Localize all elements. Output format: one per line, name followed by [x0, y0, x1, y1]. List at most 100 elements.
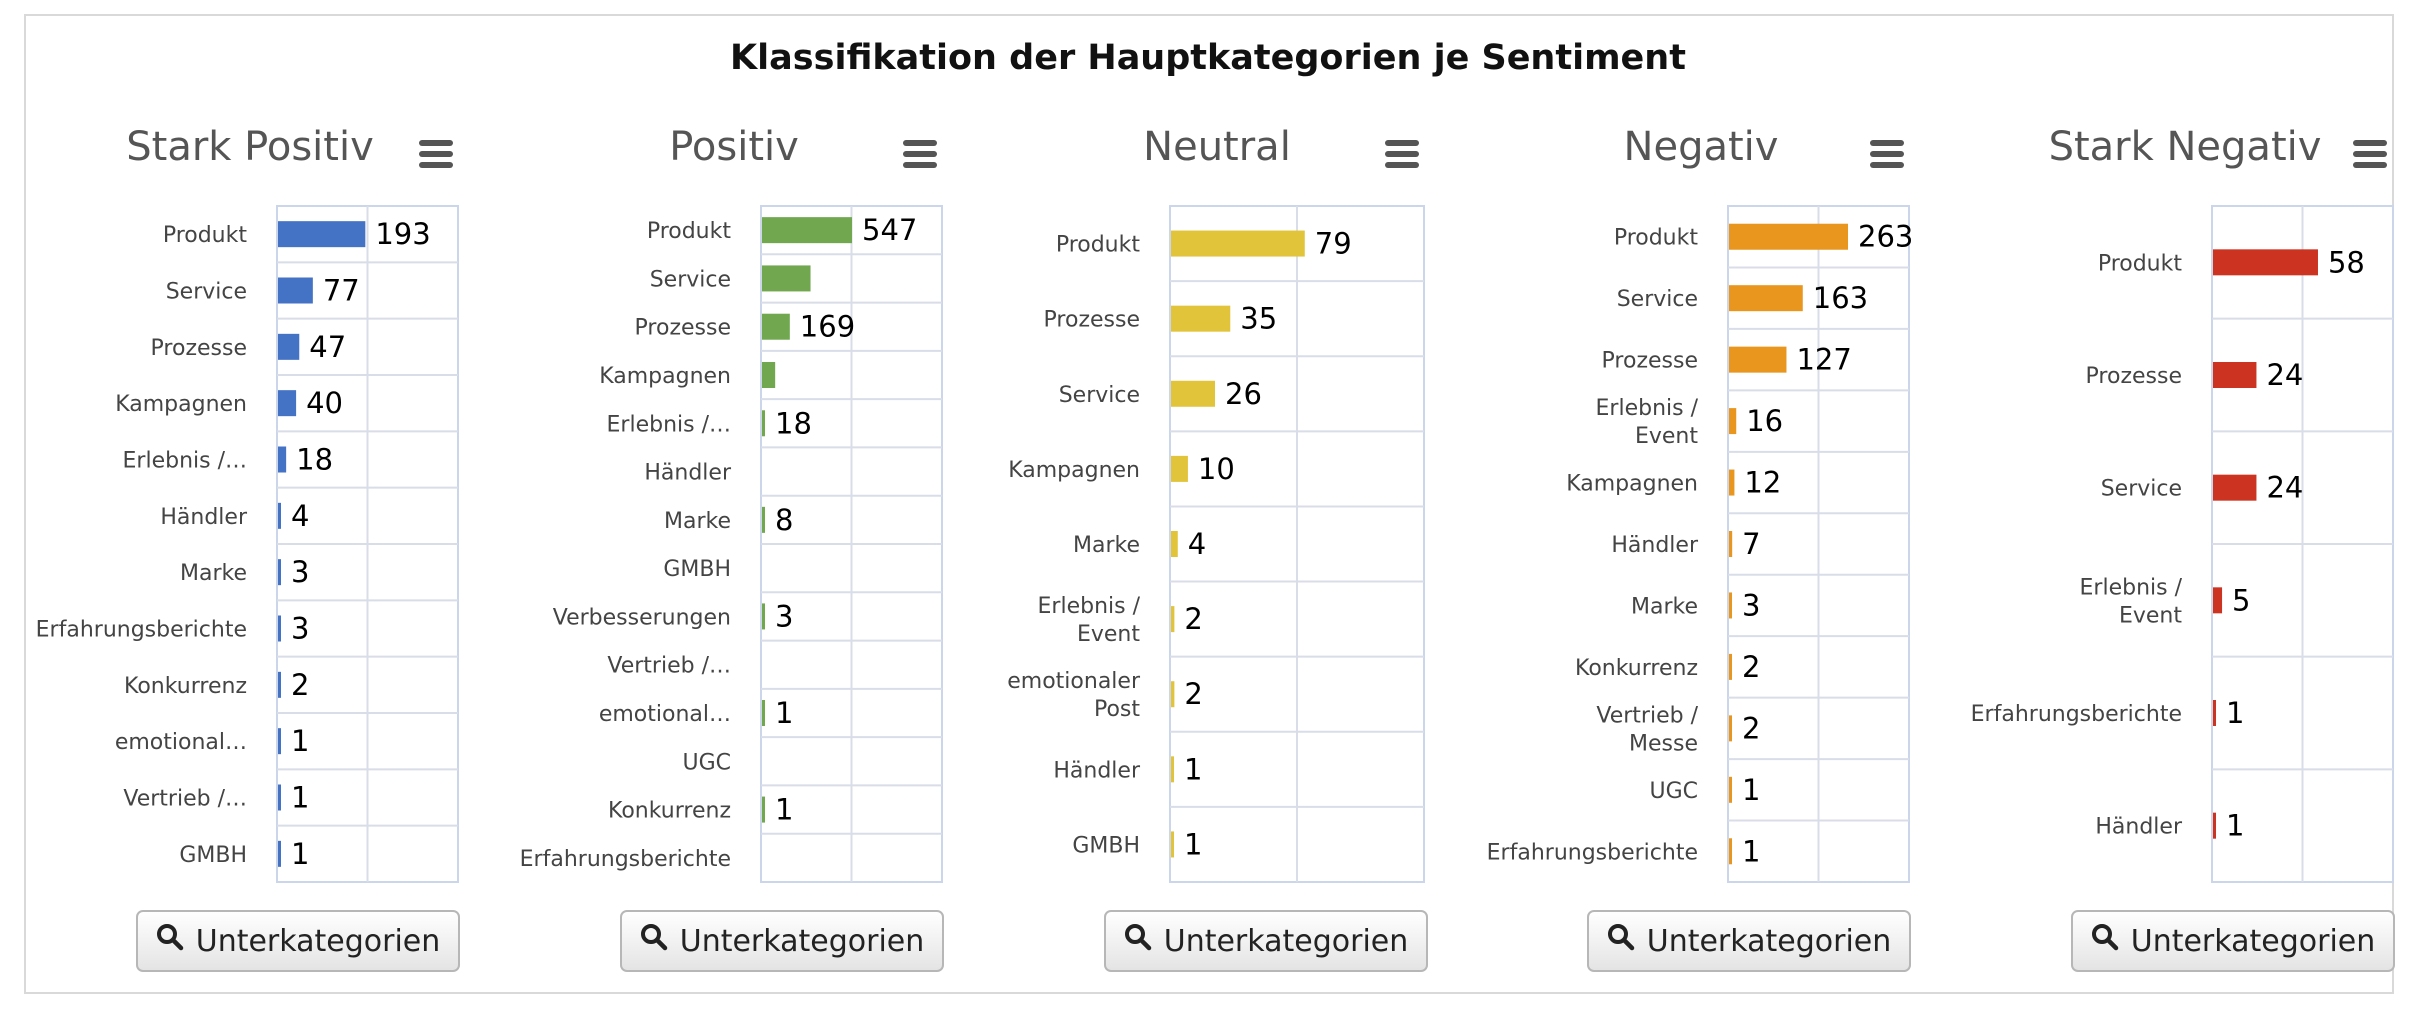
category-label: Erfahrungsberichte — [520, 847, 731, 872]
data-label: 18 — [775, 406, 812, 440]
bar[interactable] — [1729, 408, 1737, 435]
data-label: 163 — [1813, 281, 1868, 315]
bar[interactable] — [762, 313, 790, 340]
unterkategorien-button[interactable]: Unterkategorien — [1104, 910, 1428, 972]
menu-line — [1870, 151, 1904, 157]
bar[interactable] — [278, 277, 313, 304]
button-label: Unterkategorien — [195, 923, 441, 959]
bar[interactable] — [2213, 700, 2216, 726]
panel-title: Stark Negativ — [2049, 124, 2322, 170]
chart-panel-3: Neutral Produkt 79 Prozesse 35 Service 26 Kampa… — [1007, 124, 1425, 883]
category-label: Händler — [2095, 815, 2183, 840]
bar[interactable] — [1171, 756, 1174, 783]
hamburger-menu-icon[interactable] — [1385, 140, 1419, 168]
bar[interactable] — [1729, 469, 1735, 496]
bar[interactable] — [1729, 653, 1732, 680]
bar[interactable] — [1729, 592, 1732, 619]
panel-title: Negativ — [1624, 124, 1779, 170]
bar[interactable] — [1171, 606, 1175, 633]
bar[interactable] — [1171, 230, 1305, 257]
bar[interactable] — [278, 333, 300, 360]
bar[interactable] — [1171, 305, 1231, 332]
category-label: Konkurrenz — [608, 799, 731, 824]
category-label: Erlebnis / Event — [1596, 396, 1699, 449]
chart-container — [24, 14, 2394, 994]
chart-panel-1: Stark Positiv Produkt 193 Service 77 Prozesse… — [36, 124, 459, 883]
bar[interactable] — [1729, 346, 1787, 373]
data-label: 5 — [2232, 583, 2250, 617]
bar[interactable] — [2213, 249, 2318, 276]
data-label: 1 — [1742, 834, 1760, 868]
data-label: 24 — [2266, 471, 2303, 505]
data-label: 16 — [1746, 404, 1783, 438]
bar[interactable] — [1729, 531, 1733, 557]
bar[interactable] — [2213, 587, 2223, 614]
bar[interactable] — [762, 700, 765, 726]
bar[interactable] — [762, 217, 853, 244]
bar[interactable] — [278, 502, 281, 529]
category-label: Erlebnis /… — [607, 412, 731, 437]
bar[interactable] — [278, 221, 366, 248]
bar[interactable] — [278, 840, 281, 867]
button-label: Unterkategorien — [679, 923, 925, 959]
bar[interactable] — [1729, 776, 1732, 803]
data-label: 2 — [1184, 602, 1202, 636]
bar[interactable] — [278, 390, 297, 417]
data-label: 1 — [775, 696, 793, 730]
unterkategorien-button[interactable]: Unterkategorien — [136, 910, 460, 972]
hamburger-menu-icon[interactable] — [1870, 140, 1904, 168]
hamburger-menu-icon[interactable] — [419, 140, 453, 168]
data-label: 127 — [1796, 343, 1851, 377]
bar[interactable] — [278, 784, 281, 811]
data-label: 169 — [800, 310, 855, 344]
bar[interactable] — [1729, 223, 1849, 250]
bar[interactable] — [1171, 681, 1175, 708]
bar[interactable] — [1171, 455, 1188, 482]
bar[interactable] — [2213, 362, 2257, 388]
bar[interactable] — [762, 506, 765, 533]
page-title: Klassifikation der Hauptkategorien je Se… — [730, 38, 1686, 78]
search-icon — [156, 923, 184, 959]
bar[interactable] — [278, 446, 287, 473]
unterkategorien-button[interactable]: Unterkategorien — [620, 910, 944, 972]
data-label: 58 — [2328, 245, 2365, 279]
unterkategorien-button[interactable]: Unterkategorien — [2071, 910, 2395, 972]
button-label: Unterkategorien — [1646, 923, 1892, 959]
data-label: 1 — [2226, 809, 2244, 843]
unterkategorien-button[interactable]: Unterkategorien — [1587, 910, 1911, 972]
panel-title: Positiv — [669, 124, 799, 170]
category-label: Händler — [644, 461, 732, 486]
category-label: Service — [2101, 477, 2182, 502]
bar[interactable] — [1171, 831, 1174, 858]
hamburger-menu-icon[interactable] — [2353, 140, 2387, 168]
category-label: Service — [166, 280, 247, 305]
bar[interactable] — [2213, 474, 2257, 501]
chart-panel-5: Stark Negativ Produkt 58 Prozesse 24 Service 2… — [1971, 124, 2394, 883]
bar[interactable] — [762, 362, 776, 388]
bar[interactable] — [278, 728, 281, 755]
menu-line — [419, 151, 453, 157]
bar[interactable] — [278, 559, 281, 586]
bar[interactable] — [2213, 812, 2216, 839]
bar[interactable] — [278, 615, 281, 642]
bar[interactable] — [762, 410, 765, 437]
category-label: UGC — [682, 750, 731, 775]
bar[interactable] — [1729, 715, 1732, 742]
bar[interactable] — [278, 671, 281, 698]
bar[interactable] — [1171, 380, 1216, 407]
category-label: Erlebnis / Event — [2080, 575, 2183, 628]
bar[interactable] — [762, 603, 765, 630]
bar[interactable] — [762, 265, 811, 292]
bar[interactable] — [1729, 285, 1803, 312]
bar[interactable] — [1171, 531, 1178, 557]
bar[interactable] — [762, 796, 765, 823]
menu-line — [1385, 151, 1419, 157]
category-label: Vertrieb / Messe — [1596, 703, 1698, 756]
category-label: Produkt — [2098, 251, 2183, 276]
category-label: Erlebnis /… — [123, 449, 247, 474]
category-label: Erfahrungsberichte — [1487, 840, 1698, 865]
data-label: 8 — [775, 503, 793, 537]
menu-line — [2353, 151, 2387, 157]
hamburger-menu-icon[interactable] — [903, 140, 937, 168]
bar[interactable] — [1729, 838, 1732, 865]
